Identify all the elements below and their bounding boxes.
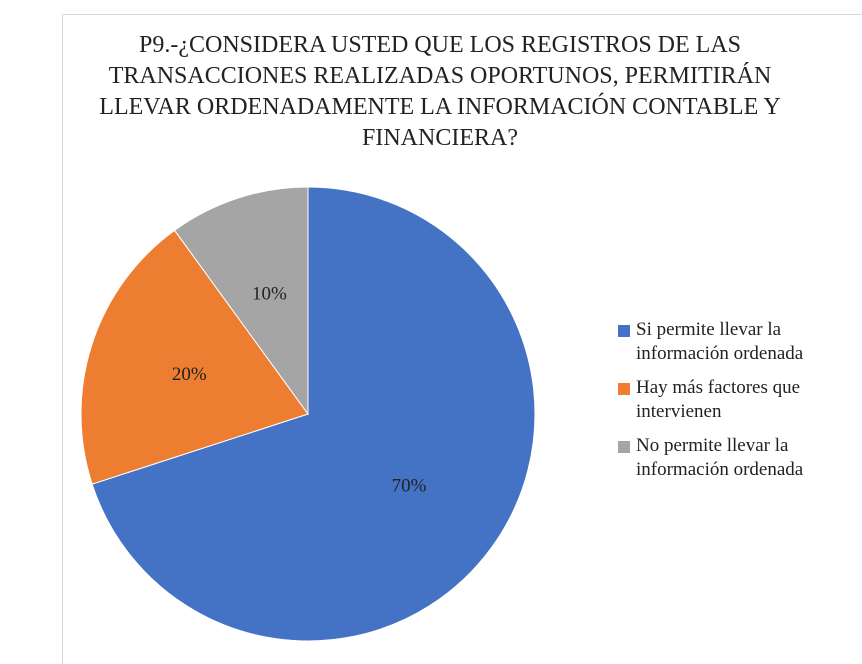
data-label: 20% (172, 364, 207, 385)
chart-title: P9.-¿CONSIDERA USTED QUE LOS REGISTROS D… (99, 32, 781, 151)
pie-slice (173, 186, 309, 416)
legend-label: Si permite llevar la información ordenad… (636, 319, 804, 364)
legend-label: No permite llevar la información ordenad… (636, 435, 804, 480)
legend-swatch (618, 441, 630, 453)
legend-swatch (618, 325, 630, 337)
legend-label: Hay más factores que intervienen (636, 377, 801, 422)
legend-item: No permite llevar la información ordenad… (618, 434, 858, 482)
legend-item: Si permite llevar la información ordenad… (618, 318, 858, 366)
chart-frame (62, 14, 862, 664)
legend-swatch (618, 383, 630, 395)
pie-slice (91, 186, 536, 642)
pie-slice (80, 229, 309, 485)
legend: Si permite llevar la información ordenad… (618, 318, 858, 492)
data-label: 70% (392, 476, 427, 497)
legend-item: Hay más factores que intervienen (618, 376, 858, 424)
data-label: 10% (252, 284, 287, 305)
